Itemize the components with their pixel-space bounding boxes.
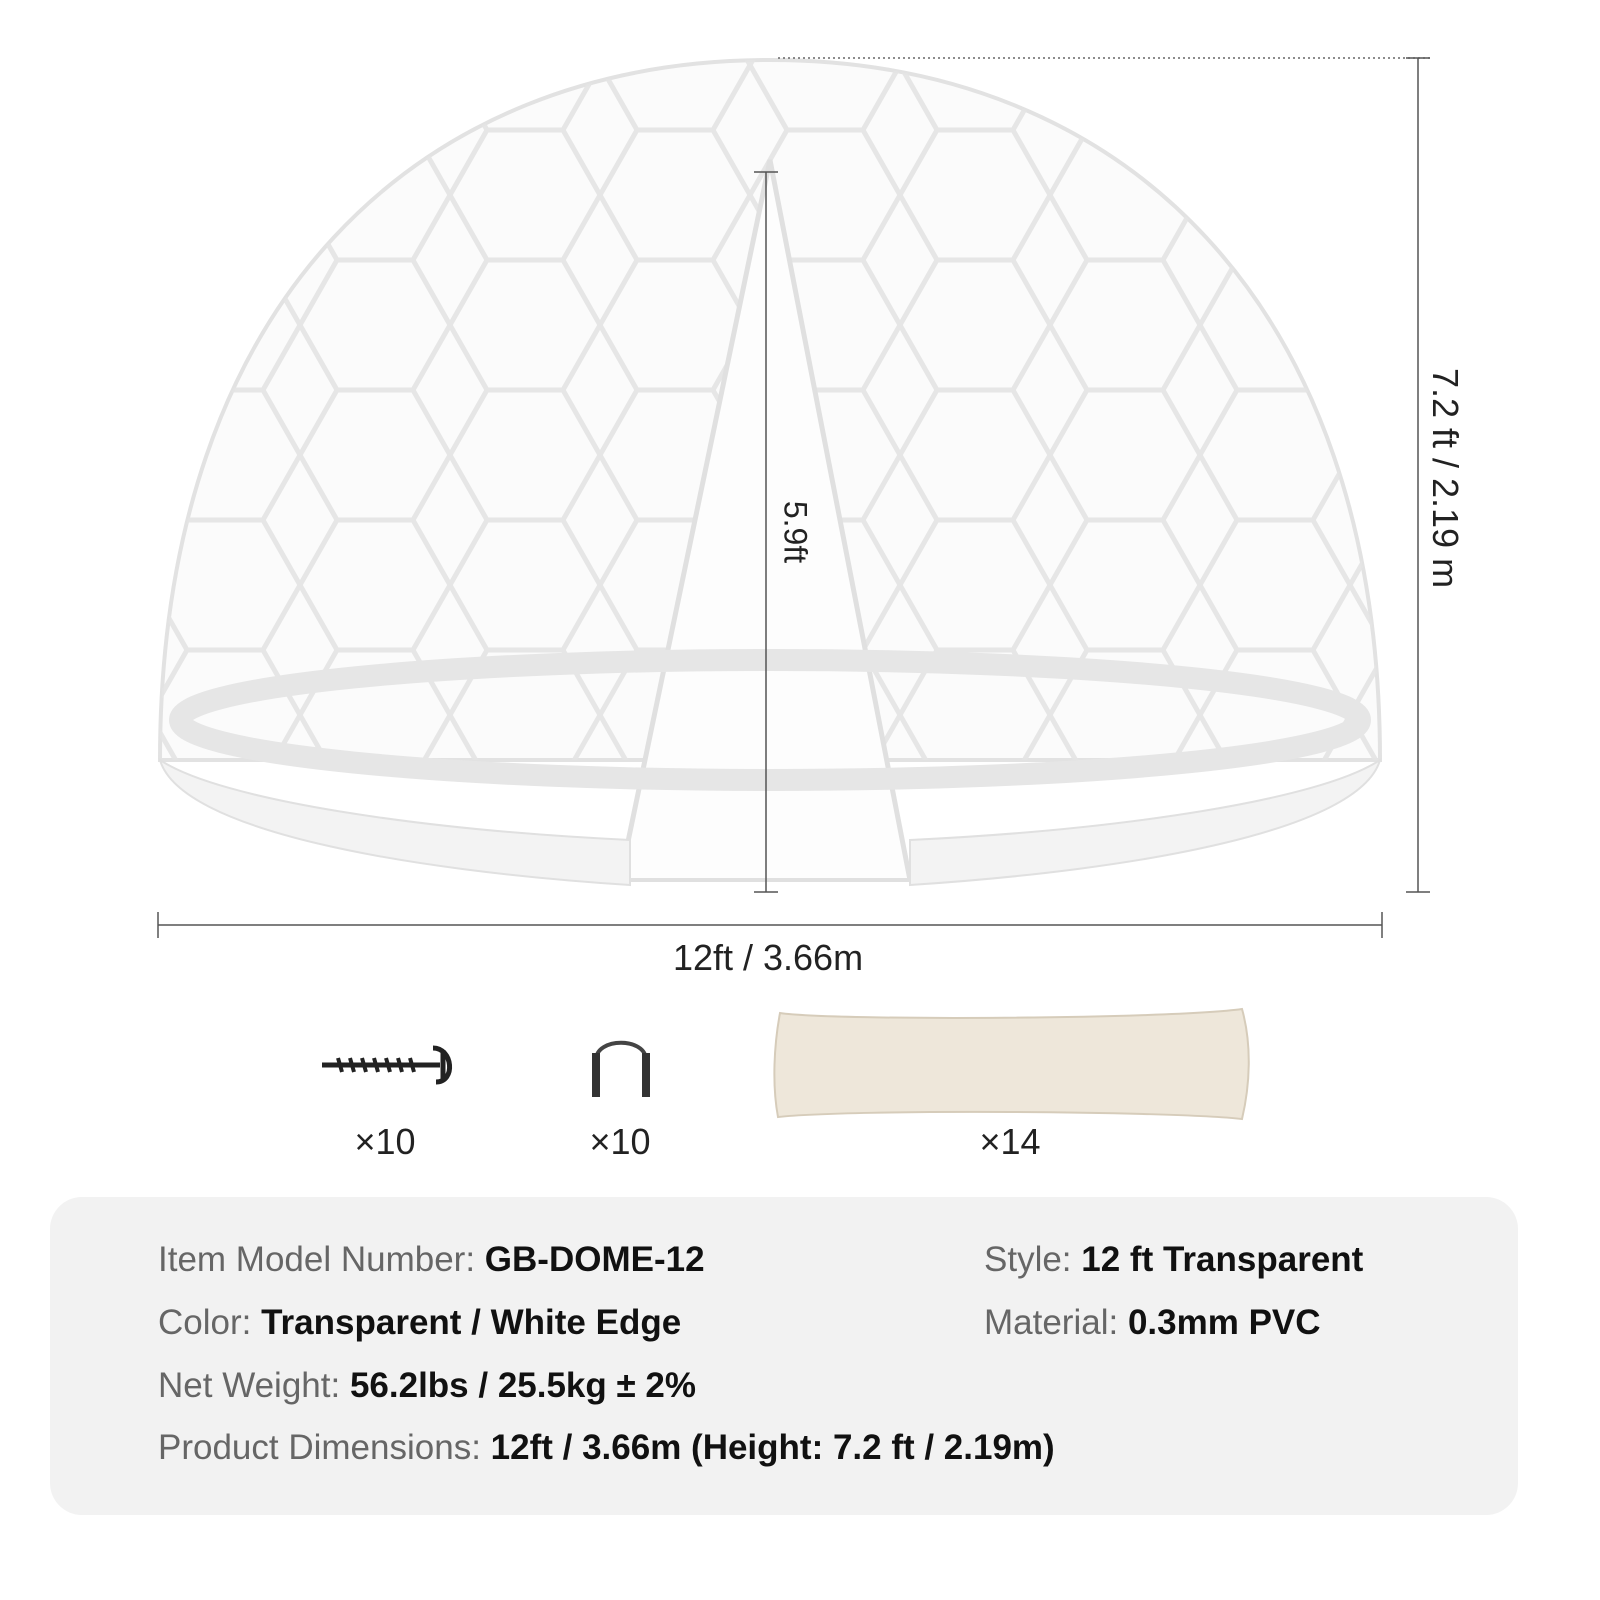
spec-value: 12ft / 3.66m (Height: 7.2 ft / 2.19m) xyxy=(490,1428,1055,1467)
spec-label: Net Weight: xyxy=(158,1366,341,1405)
spec-value: 56.2lbs / 25.5kg ± 2% xyxy=(349,1366,697,1405)
spec-weight: Net Weight: 56.2lbs / 25.5kg ± 2% xyxy=(158,1366,696,1406)
spec-color: Color: Transparent / White Edge xyxy=(158,1303,681,1343)
u-staple-quantity: ×10 xyxy=(589,1121,651,1162)
spec-value: 12 ft Transparent xyxy=(1081,1240,1364,1279)
spec-label: Material: xyxy=(984,1303,1119,1342)
spec-value: 0.3mm PVC xyxy=(1127,1303,1321,1342)
sandbag-quantity: ×14 xyxy=(979,1121,1041,1162)
specs-panel xyxy=(50,1197,1518,1515)
height-dimension-label: 7.2 ft / 2.19 m xyxy=(1425,367,1466,589)
spec-label: Product Dimensions: xyxy=(158,1428,481,1467)
width-dimension-label: 12ft / 3.66m xyxy=(672,937,864,978)
spec-label: Item Model Number: xyxy=(158,1240,476,1279)
ground-screw-icon xyxy=(322,1045,453,1085)
spec-style: Style: 12 ft Transparent xyxy=(984,1240,1363,1280)
spec-label: Color: xyxy=(158,1303,252,1342)
spec-value: Transparent / White Edge xyxy=(261,1303,682,1342)
spec-value: GB-DOME-12 xyxy=(484,1240,705,1279)
u-staple-icon xyxy=(592,1040,650,1097)
door-height-label: 5.9ft xyxy=(777,500,814,564)
dome-illustration xyxy=(157,57,1430,938)
spec-label: Style: xyxy=(984,1240,1072,1279)
spec-model: Item Model Number: GB-DOME-12 xyxy=(158,1240,705,1280)
spec-dimensions: Product Dimensions: 12ft / 3.66m (Height… xyxy=(158,1428,1055,1468)
ground-screw-quantity: ×10 xyxy=(354,1121,416,1162)
spec-material: Material: 0.3mm PVC xyxy=(984,1303,1321,1343)
sandbag-icon xyxy=(773,1007,1250,1121)
